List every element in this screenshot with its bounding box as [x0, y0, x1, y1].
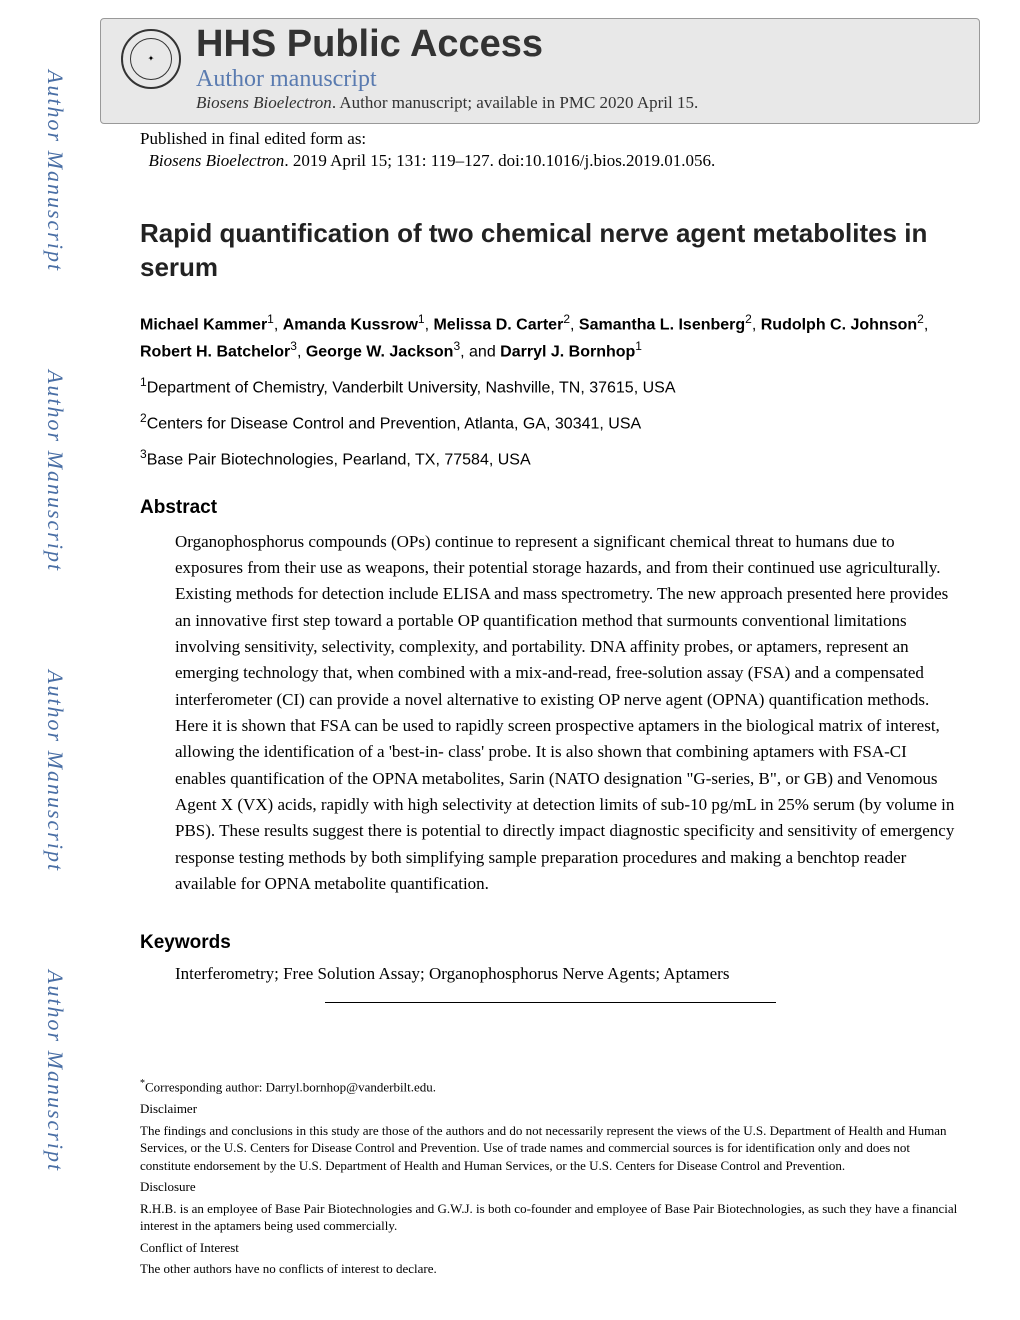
abstract-text: Organophosphorus compounds (OPs) continu… [140, 529, 960, 898]
header-journal-line: Biosens Bioelectron. Author manuscript; … [196, 93, 959, 113]
header-journal-text: . Author manuscript; available in PMC 20… [332, 93, 698, 112]
footer-block: *Corresponding author: Darryl.bornhop@va… [140, 1077, 960, 1282]
conflict-text: The other authors have no conflicts of i… [140, 1260, 960, 1278]
sidebar-author-manuscript-1: Author Manuscript [42, 70, 68, 272]
hhs-logo-icon: ✦ [121, 29, 181, 89]
pub-journal-italic: Biosens Bioelectron [149, 151, 285, 170]
disclaimer-heading: Disclaimer [140, 1100, 960, 1118]
keywords-text: Interferometry; Free Solution Assay; Org… [140, 964, 960, 984]
disclosure-heading: Disclosure [140, 1178, 960, 1196]
sidebar-author-manuscript-2: Author Manuscript [42, 370, 68, 572]
manuscript-page: Author Manuscript Author Manuscript Auth… [0, 0, 1020, 1320]
header-title: HHS Public Access [196, 24, 959, 66]
disclaimer-text: The findings and conclusions in this stu… [140, 1122, 960, 1175]
conflict-heading: Conflict of Interest [140, 1239, 960, 1257]
keywords-heading: Keywords [140, 932, 960, 954]
authors-list: Michael Kammer1, Amanda Kussrow1, Meliss… [140, 310, 960, 365]
affiliation-2: 2Centers for Disease Control and Prevent… [140, 410, 960, 436]
affiliation-3: 3Base Pair Biotechnologies, Pearland, TX… [140, 446, 960, 472]
separator-line [325, 1002, 776, 1003]
header-text-block: HHS Public Access Author manuscript Bios… [196, 24, 959, 113]
main-content: Published in final edited form as: Biose… [140, 128, 960, 1008]
disclosure-text: R.H.B. is an employee of Base Pair Biote… [140, 1200, 960, 1235]
corresponding-author: *Corresponding author: Darryl.bornhop@va… [140, 1077, 960, 1096]
header-subtitle: Author manuscript [196, 66, 959, 93]
header-box: ✦ HHS Public Access Author manuscript Bi… [100, 18, 980, 124]
header-journal-italic: Biosens Bioelectron [196, 93, 332, 112]
sidebar-author-manuscript-3: Author Manuscript [42, 670, 68, 872]
abstract-heading: Abstract [140, 497, 960, 519]
pub-citation-line: Biosens Bioelectron. 2019 April 15; 131:… [140, 150, 960, 172]
pub-citation: . 2019 April 15; 131: 119–127. doi:10.10… [284, 151, 715, 170]
publication-info: Published in final edited form as: Biose… [140, 128, 960, 172]
sidebar-author-manuscript-4: Author Manuscript [42, 970, 68, 1172]
affiliation-1: 1Department of Chemistry, Vanderbilt Uni… [140, 374, 960, 400]
pub-line1: Published in final edited form as: [140, 128, 960, 150]
article-title: Rapid quantification of two chemical ner… [140, 217, 960, 285]
